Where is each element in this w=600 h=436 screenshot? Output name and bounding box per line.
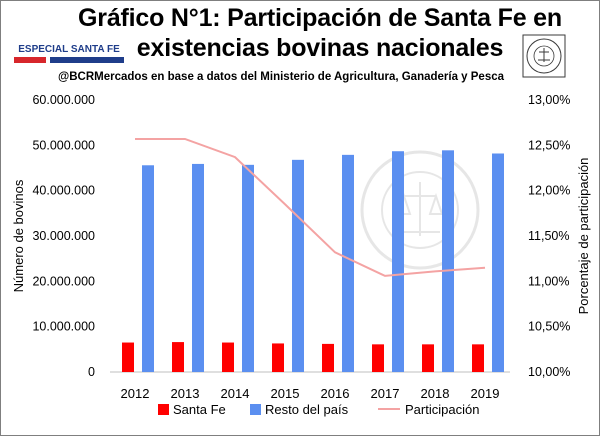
- y-tick-label-left: 40.000.000: [32, 184, 95, 198]
- legend-label-resto: Resto del país: [265, 402, 349, 417]
- y-tick-label-left: 0: [88, 365, 95, 379]
- bar-resto-del-pais: [142, 165, 154, 372]
- bar-santa-fe: [372, 344, 384, 372]
- bar-santa-fe: [122, 342, 134, 372]
- especial-santa-fe-badge: ESPECIAL SANTA FE: [14, 44, 124, 63]
- y-tick-label-left: 50.000.000: [32, 138, 95, 152]
- bar-resto-del-pais: [292, 159, 304, 372]
- y-tick-label-left: 30.000.000: [32, 229, 95, 243]
- bar-resto-del-pais: [492, 153, 504, 372]
- bar-santa-fe: [322, 343, 334, 372]
- legend-label-santa-fe: Santa Fe: [173, 402, 226, 417]
- y-tick-label-right: 13,00%: [528, 93, 570, 107]
- chart-title-line1: Gráfico N°1: Participación de Santa Fe e…: [78, 4, 562, 32]
- y-tick-label-right: 10,00%: [528, 365, 570, 379]
- x-tick-label: 2014: [221, 386, 250, 401]
- y-tick-label-right: 12,50%: [528, 138, 570, 152]
- bar-resto-del-pais: [242, 164, 254, 372]
- legend-swatch-resto: [250, 404, 261, 415]
- bar-santa-fe: [472, 344, 484, 372]
- bcr-seal-logo: [522, 34, 566, 78]
- y-tick-label-left: 10.000.000: [32, 320, 95, 334]
- x-tick-label: 2015: [271, 386, 300, 401]
- y-tick-label-left: 20.000.000: [32, 274, 95, 288]
- bar-santa-fe: [222, 342, 234, 372]
- bar-resto-del-pais: [342, 154, 354, 372]
- bar-resto-del-pais: [192, 163, 204, 372]
- line-participacion: [135, 137, 486, 277]
- badge-stripe-red: [14, 57, 46, 63]
- bar-santa-fe: [272, 343, 284, 372]
- x-tick-label: 2017: [371, 386, 400, 401]
- x-tick-label: 2018: [421, 386, 450, 401]
- y-tick-label-right: 12,00%: [528, 184, 570, 198]
- badge-stripe-blue: [50, 57, 124, 63]
- legend-label-participacion: Participación: [405, 402, 479, 417]
- y-tick-label-right: 11,00%: [528, 274, 569, 288]
- y-tick-label-right: 11,50%: [528, 229, 569, 243]
- bcr-watermark-logo: [360, 150, 480, 270]
- x-tick-label: 2013: [171, 386, 200, 401]
- chart-subtitle: @BCRMercados en base a datos del Ministe…: [58, 71, 505, 83]
- bar-santa-fe: [172, 342, 184, 372]
- y-axis-label-left: Número de bovinos: [11, 179, 26, 292]
- legend-swatch-santa-fe: [158, 404, 169, 415]
- bar-santa-fe: [422, 344, 434, 372]
- x-tick-label: 2019: [471, 386, 500, 401]
- x-axis: 2012 2013 2014 2015 2016 2017 2018 2019: [110, 371, 510, 401]
- badge-stripe-white: [46, 57, 50, 63]
- y-axis-left: 0 10.000.000 20.000.000 30.000.000 40.000.00…: [32, 93, 95, 379]
- bar-resto-del-pais: [392, 151, 404, 372]
- y-tick-label-left: 60.000.000: [32, 93, 95, 107]
- x-tick-label: 2012: [121, 386, 150, 401]
- chart-title-line2: existencias bovinas nacionales: [136, 34, 504, 62]
- bar-series: [122, 150, 504, 372]
- badge-stripe: [14, 57, 124, 63]
- line-series: [135, 137, 486, 277]
- y-tick-label-right: 10,50%: [528, 320, 570, 334]
- x-tick-label: 2016: [321, 386, 350, 401]
- bar-resto-del-pais: [442, 150, 454, 372]
- y-axis-right: 10,00% 10,50% 11,00% 11,50% 12,00% 12,50% 13,0…: [528, 93, 570, 379]
- chart-legend: Santa Fe Resto del país Participación: [158, 402, 479, 417]
- y-axis-label-right: Porcentaje de participación: [576, 158, 591, 315]
- badge-label: ESPECIAL SANTA FE: [18, 44, 120, 55]
